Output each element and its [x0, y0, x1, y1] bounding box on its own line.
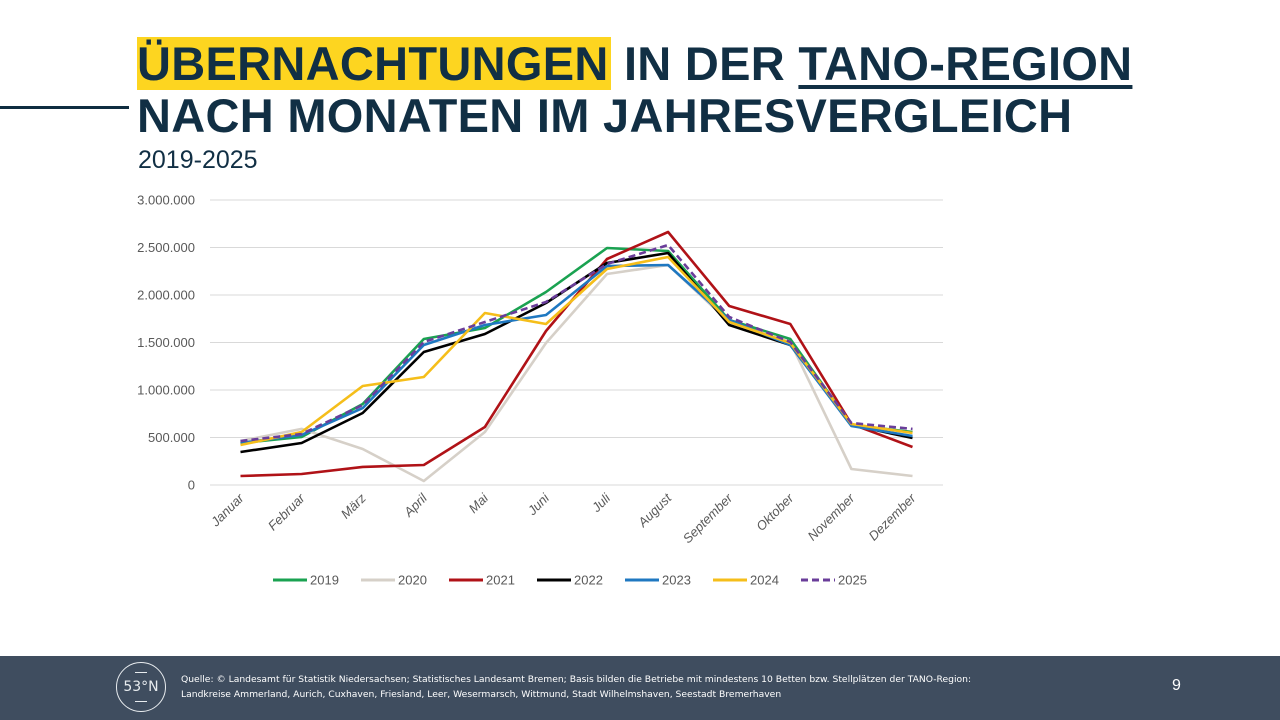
legend-label: 2022 [574, 573, 603, 588]
title-line-2: NACH MONATEN IM JAHRESVERGLEICH [137, 89, 1073, 142]
legend-label: 2019 [310, 573, 339, 588]
legend: 2019 2020 2021 2022 2023 2024 2025 [273, 573, 867, 588]
legend-label: 2024 [750, 573, 779, 588]
y-tick-label: 1.500.000 [137, 335, 195, 350]
y-tick-label: 1.000.000 [137, 383, 195, 398]
x-tick-label: September [680, 490, 736, 546]
slide-subtitle: 2019-2025 [138, 146, 258, 174]
footer-bar [0, 656, 1280, 720]
page-number: 9 [1172, 677, 1181, 694]
legend-label: 2025 [838, 573, 867, 588]
y-axis-ticks: 0 500.000 1.000.000 1.500.000 2.000.000 2.500… [137, 193, 195, 493]
y-tick-label: 2.000.000 [137, 288, 195, 303]
title-underlined: TANO-REGION [798, 37, 1133, 90]
y-tick-label: 0 [188, 478, 195, 493]
logo-bar-bottom [135, 701, 147, 702]
x-tick-label: November [804, 490, 857, 543]
gridlines [210, 199, 943, 486]
logo-text: 53°N [123, 679, 159, 695]
x-tick-label: Juni [524, 490, 553, 519]
series-line-2020 [240, 263, 913, 483]
slide-title: ÜBERNACHTUNGEN IN DER TANO-REGION NACH M… [137, 37, 1133, 142]
series-line-2022 [240, 251, 913, 454]
logo-53n: 53°N [116, 662, 166, 712]
x-tick-label: Januar [207, 490, 247, 530]
source-line-2: Landkreise Ammerland, Aurich, Cuxhaven, … [181, 689, 782, 700]
x-tick-label: Dezember [866, 490, 919, 543]
logo-bar-top [135, 672, 147, 673]
x-tick-label: Juli [588, 490, 614, 516]
legend-label: 2020 [398, 573, 427, 588]
x-axis-ticks: Januar Februar März April Mai Juni Juli August S… [207, 490, 919, 547]
title-mid: IN DER [610, 37, 799, 90]
series-line-2019 [240, 246, 913, 445]
title-accent-line [0, 106, 129, 109]
legend-label: 2023 [662, 573, 691, 588]
line-chart: 0 500.000 1.000.000 1.500.000 2.000.000 2.500… [137, 193, 943, 588]
y-tick-label: 2.500.000 [137, 240, 195, 255]
x-tick-label: August [634, 490, 675, 531]
x-tick-label: Februar [265, 490, 308, 533]
legend-label: 2021 [486, 573, 515, 588]
x-tick-label: April [400, 490, 430, 520]
series-line-2024 [240, 255, 913, 447]
source-note: Quelle: © Landesamt für Statistik Nieder… [181, 672, 1041, 702]
series-lines [240, 230, 913, 483]
y-tick-label: 3.000.000 [137, 193, 195, 208]
x-tick-label: Mai [466, 490, 492, 516]
x-tick-label: Oktober [753, 490, 797, 534]
title-highlight: ÜBERNACHTUNGEN [137, 37, 611, 90]
source-line-1: Quelle: © Landesamt für Statistik Nieder… [181, 674, 972, 685]
y-tick-label: 500.000 [148, 430, 195, 445]
x-tick-label: März [338, 490, 369, 521]
